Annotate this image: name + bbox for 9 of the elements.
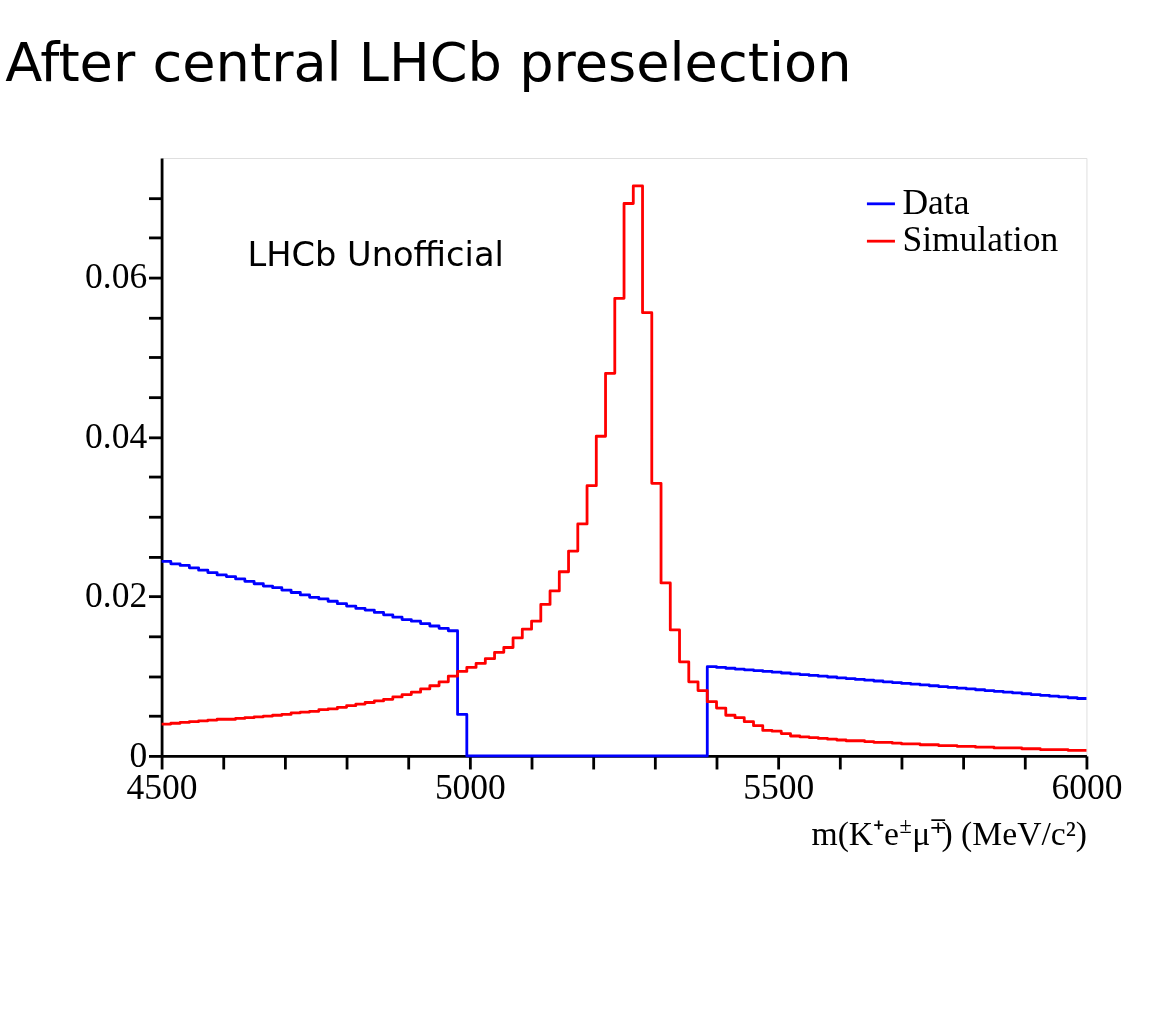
x-tick-label: 5000 xyxy=(434,767,506,808)
chart-title: After central LHCb preselection xyxy=(5,31,852,95)
x-tick-label: 6000 xyxy=(1051,767,1123,808)
y-tick-label: 0.06 xyxy=(85,256,148,297)
annotation: LHCb Unofficial xyxy=(247,235,504,275)
y-tick-label: 0.04 xyxy=(85,415,148,456)
x-tick-label: 5500 xyxy=(743,767,815,808)
x-axis-title: m(K⁺e±μ∓) (MeV/c²) xyxy=(811,812,1087,853)
y-tick-label: 0.02 xyxy=(85,575,148,616)
